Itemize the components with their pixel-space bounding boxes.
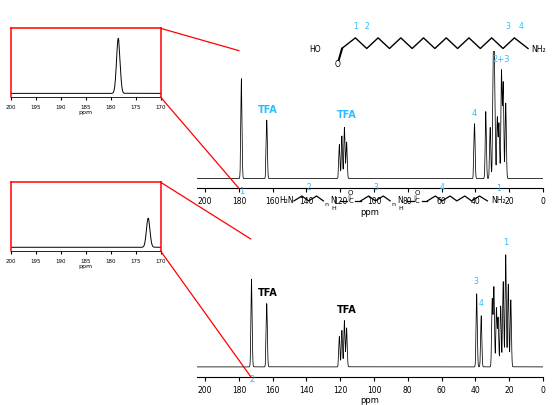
Text: 2: 2 — [365, 22, 369, 31]
Text: C: C — [348, 198, 353, 204]
Text: N: N — [397, 196, 403, 205]
Text: N: N — [331, 196, 336, 205]
Text: 2+3: 2+3 — [493, 55, 510, 64]
Text: 4: 4 — [479, 299, 484, 309]
Text: 1: 1 — [496, 184, 501, 193]
Text: C: C — [415, 198, 419, 204]
Text: HO: HO — [310, 45, 321, 54]
Text: 3: 3 — [373, 183, 378, 192]
Text: O: O — [414, 190, 420, 196]
Text: NH₂: NH₂ — [531, 45, 546, 54]
X-axis label: ppm: ppm — [360, 208, 379, 217]
Text: TFA: TFA — [337, 305, 357, 315]
Text: O: O — [335, 60, 341, 69]
Text: H: H — [331, 206, 336, 211]
Text: 3: 3 — [505, 22, 510, 31]
Text: ||: || — [347, 194, 351, 200]
Text: 4: 4 — [440, 183, 444, 192]
Text: n: n — [391, 202, 395, 207]
Text: H: H — [398, 206, 403, 211]
X-axis label: ppm: ppm — [79, 264, 93, 269]
Text: H₂N: H₂N — [279, 196, 294, 205]
X-axis label: ppm: ppm — [79, 110, 93, 115]
Text: 2: 2 — [306, 183, 311, 192]
Text: O: O — [348, 190, 353, 196]
Text: NH₂: NH₂ — [491, 196, 505, 205]
Text: ||: || — [414, 194, 418, 200]
Text: 1: 1 — [503, 239, 509, 247]
X-axis label: ppm: ppm — [360, 396, 379, 405]
Text: 4: 4 — [472, 109, 477, 117]
Text: TFA: TFA — [258, 288, 278, 298]
Text: 3: 3 — [473, 277, 478, 286]
Text: TFA: TFA — [337, 110, 357, 119]
Text: 4: 4 — [519, 22, 524, 31]
Text: n: n — [325, 202, 329, 207]
Text: TFA: TFA — [258, 105, 278, 115]
Text: 1: 1 — [239, 187, 244, 196]
Text: 2: 2 — [249, 375, 254, 384]
Text: 1: 1 — [353, 22, 358, 31]
